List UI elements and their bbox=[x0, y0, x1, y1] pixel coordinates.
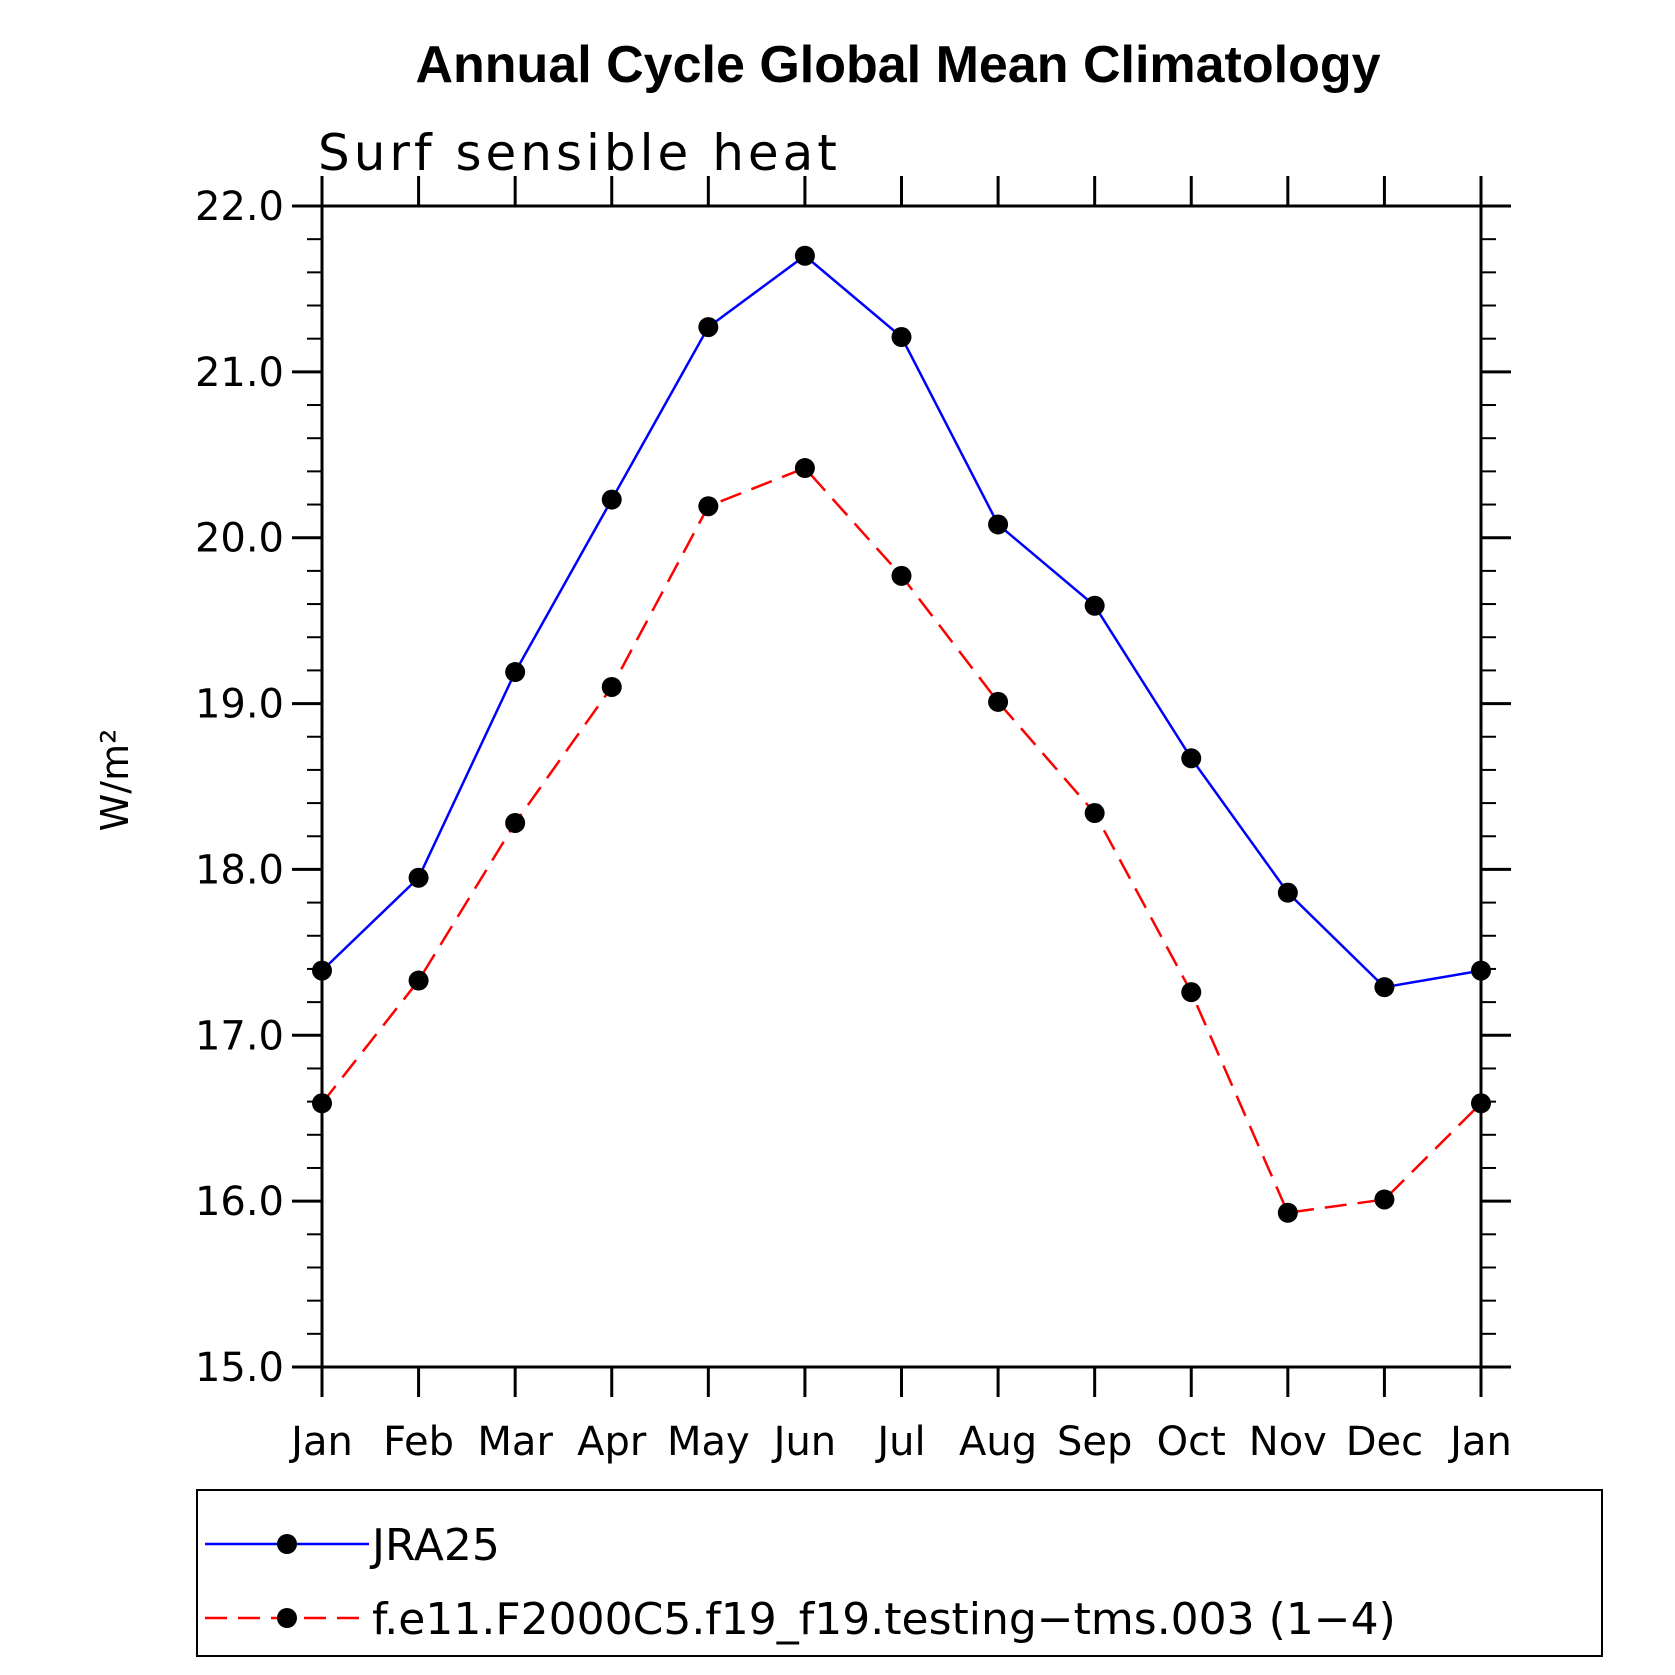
data-point bbox=[1084, 595, 1105, 616]
x-tick-label: Apr bbox=[577, 1419, 647, 1465]
y-tick-label: 18.0 bbox=[195, 847, 284, 893]
axes: 15.0 16.0 17.0 18.0 19.0 20.0 21.0 22.0 Jan Feb Ma… bbox=[195, 176, 1512, 1465]
data-point bbox=[312, 960, 332, 981]
y-tick-label: 22.0 bbox=[195, 184, 284, 230]
x-tick-label: Sep bbox=[1057, 1419, 1132, 1465]
legend-label-2: f.e11.F2000C5.f19_f19.testing−tms.003 (1… bbox=[372, 1594, 1396, 1645]
chart-subtitle: Surf sensible heat bbox=[318, 124, 841, 182]
data-point bbox=[601, 489, 622, 510]
data-point bbox=[988, 514, 1009, 535]
data-point bbox=[1181, 982, 1202, 1003]
data-point bbox=[1084, 803, 1105, 824]
legend-box bbox=[196, 1489, 1603, 1657]
series-line-1 bbox=[321, 254, 1482, 989]
data-point bbox=[1277, 882, 1298, 903]
y-axis-label: W/m² bbox=[93, 729, 137, 832]
x-tick-label: Jul bbox=[874, 1419, 925, 1465]
data-point bbox=[794, 245, 815, 266]
data-point bbox=[312, 1093, 332, 1114]
y-tick-label: 19.0 bbox=[195, 682, 284, 728]
data-point bbox=[891, 565, 912, 586]
legend-marker bbox=[277, 1608, 297, 1628]
x-tick-label: Feb bbox=[383, 1419, 454, 1465]
data-point bbox=[1471, 960, 1491, 981]
legend-marker bbox=[277, 1534, 297, 1554]
x-tick-label: Aug bbox=[959, 1419, 1037, 1465]
x-tick-label: Oct bbox=[1157, 1419, 1226, 1465]
data-point bbox=[1471, 1093, 1491, 1114]
x-tick-label: Nov bbox=[1249, 1419, 1327, 1465]
data-point bbox=[408, 970, 429, 991]
x-tick-label: Mar bbox=[477, 1419, 553, 1465]
data-point bbox=[601, 676, 622, 697]
y-tick-label: 16.0 bbox=[195, 1179, 284, 1225]
y-tick-label: 20.0 bbox=[195, 516, 284, 562]
x-tick-label: Jan bbox=[288, 1419, 353, 1465]
data-point bbox=[1181, 748, 1202, 769]
data-point bbox=[988, 691, 1009, 712]
y-tick-label: 17.0 bbox=[195, 1013, 284, 1059]
y-tick-label: 15.0 bbox=[195, 1345, 284, 1391]
data-point bbox=[505, 662, 526, 683]
data-point bbox=[891, 327, 912, 348]
data-point bbox=[1374, 1189, 1395, 1210]
x-tick-label: Jan bbox=[1447, 1419, 1512, 1465]
data-point bbox=[505, 812, 526, 833]
x-tick-label: May bbox=[667, 1419, 750, 1465]
series-group bbox=[312, 245, 1491, 1223]
x-tick-label: Dec bbox=[1346, 1419, 1423, 1465]
data-point bbox=[1374, 977, 1395, 998]
x-tick-label: Jun bbox=[771, 1419, 837, 1465]
plot-frame bbox=[320, 204, 1483, 1369]
chart-title: Annual Cycle Global Mean Climatology bbox=[415, 36, 1380, 94]
data-point bbox=[794, 458, 815, 479]
data-point bbox=[1277, 1202, 1298, 1223]
y-tick-label: 21.0 bbox=[195, 350, 284, 396]
legend-label-1: JRA25 bbox=[369, 1520, 500, 1571]
legend: JRA25 f.e11.F2000C5.f19_f19.testing−tms.0… bbox=[196, 1489, 1603, 1657]
data-point bbox=[408, 867, 429, 888]
data-point bbox=[698, 317, 719, 338]
data-point bbox=[698, 496, 719, 517]
